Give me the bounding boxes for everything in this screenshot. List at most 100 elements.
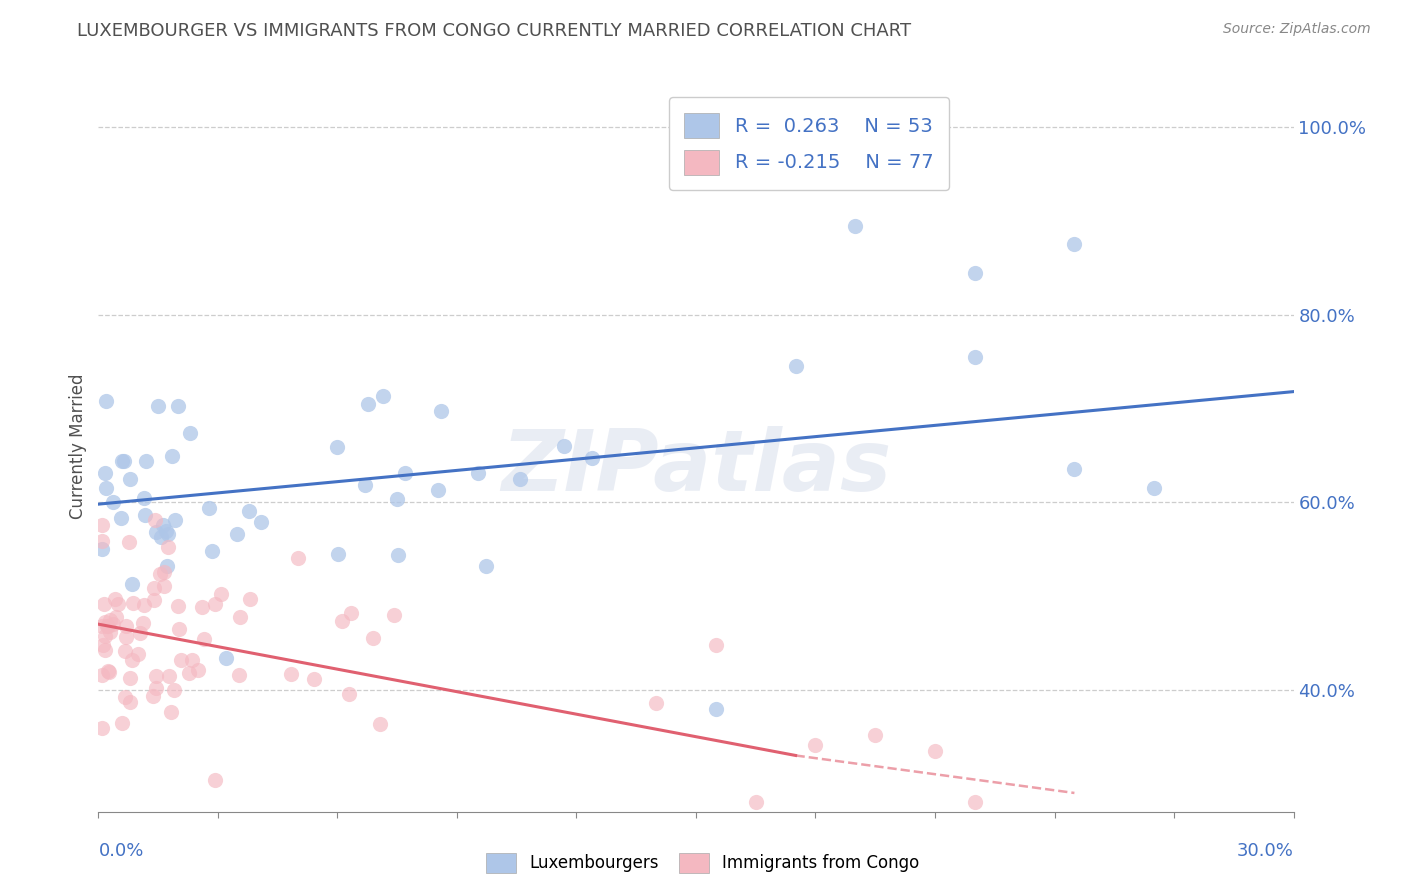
Point	[645, 696, 668, 710]
Point	[165, 513, 187, 527]
Point	[387, 548, 409, 562]
Point	[382, 607, 405, 622]
Point	[581, 450, 603, 465]
Point	[104, 591, 127, 606]
Point	[239, 591, 262, 606]
Point	[152, 578, 174, 592]
Point	[97, 665, 120, 679]
Point	[361, 631, 384, 645]
Text: 0.0%: 0.0%	[98, 842, 143, 860]
Point	[190, 600, 212, 615]
Point	[924, 744, 946, 758]
Point	[179, 425, 201, 440]
Point	[249, 515, 271, 529]
Point	[134, 508, 156, 522]
Point	[785, 359, 807, 374]
Point	[804, 738, 827, 752]
Point	[204, 772, 226, 787]
Point	[385, 491, 408, 506]
Point	[141, 689, 163, 703]
Point	[160, 450, 183, 464]
Point	[238, 504, 260, 518]
Point	[91, 668, 114, 682]
Point	[91, 517, 114, 532]
Point	[91, 639, 114, 653]
Point	[156, 527, 179, 541]
Point	[177, 666, 200, 681]
Text: ZIPatlas: ZIPatlas	[501, 426, 891, 509]
Text: LUXEMBOURGER VS IMMIGRANTS FROM CONGO CURRENTLY MARRIED CORRELATION CHART: LUXEMBOURGER VS IMMIGRANTS FROM CONGO CU…	[77, 22, 911, 40]
Point	[429, 403, 451, 417]
Legend: R =  0.263    N = 53, R = -0.215    N = 77: R = 0.263 N = 53, R = -0.215 N = 77	[669, 97, 949, 190]
Point	[94, 629, 117, 643]
Point	[357, 396, 380, 410]
Point	[287, 551, 309, 566]
Point	[1063, 237, 1085, 252]
Point	[132, 615, 155, 630]
Point	[963, 266, 986, 280]
Point	[127, 647, 149, 661]
Point	[129, 625, 152, 640]
Point	[228, 668, 250, 682]
Point	[865, 728, 887, 742]
Point	[197, 501, 219, 516]
Point	[118, 535, 141, 549]
Point	[371, 389, 394, 403]
Point	[97, 618, 120, 632]
Point	[157, 540, 180, 554]
Point	[228, 610, 250, 624]
Point	[340, 606, 363, 620]
Point	[280, 667, 302, 681]
Point	[225, 527, 247, 541]
Point	[427, 483, 450, 498]
Point	[94, 642, 117, 657]
Point	[160, 705, 183, 719]
Text: Source: ZipAtlas.com: Source: ZipAtlas.com	[1223, 22, 1371, 37]
Point	[204, 597, 226, 611]
Point	[152, 565, 174, 579]
Point	[111, 716, 134, 731]
Point	[93, 597, 115, 611]
Point	[121, 577, 143, 591]
Point	[187, 663, 209, 677]
Point	[156, 559, 179, 574]
Point	[105, 609, 128, 624]
Point	[302, 672, 325, 686]
Point	[98, 624, 121, 639]
Point	[101, 495, 124, 509]
Point	[509, 472, 531, 486]
Point	[155, 524, 177, 539]
Point	[145, 669, 167, 683]
Point	[704, 639, 727, 653]
Point	[1063, 462, 1085, 476]
Point	[475, 558, 498, 573]
Point	[132, 491, 155, 506]
Point	[110, 511, 132, 525]
Legend: Luxembourgers, Immigrants from Congo: Luxembourgers, Immigrants from Congo	[479, 847, 927, 880]
Point	[148, 400, 170, 414]
Point	[121, 653, 143, 667]
Point	[152, 518, 174, 533]
Point	[370, 717, 392, 731]
Point	[330, 614, 353, 628]
Point	[145, 681, 167, 695]
Point	[143, 581, 166, 595]
Point	[167, 599, 190, 614]
Point	[844, 219, 866, 233]
Point	[103, 616, 125, 631]
Point	[118, 472, 141, 486]
Point	[118, 695, 141, 709]
Point	[96, 393, 118, 408]
Point	[97, 664, 120, 678]
Point	[115, 630, 138, 644]
Point	[467, 466, 489, 480]
Point	[120, 671, 142, 685]
Point	[157, 668, 180, 682]
Point	[91, 533, 114, 548]
Point	[94, 466, 117, 480]
Point	[394, 467, 416, 481]
Point	[337, 687, 360, 701]
Point	[94, 481, 117, 495]
Point	[193, 632, 215, 646]
Point	[96, 619, 118, 633]
